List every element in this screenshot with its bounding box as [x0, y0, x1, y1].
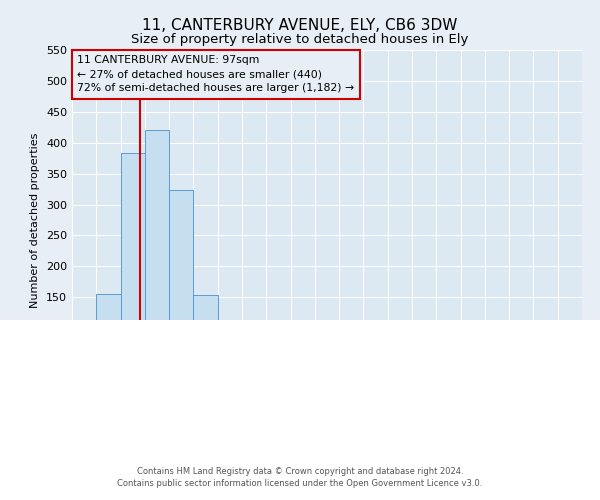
Y-axis label: Number of detached properties: Number of detached properties — [31, 132, 40, 308]
Bar — [509, 387, 533, 390]
Bar — [461, 387, 485, 390]
Text: Contains HM Land Registry data © Crown copyright and database right 2024.
Contai: Contains HM Land Registry data © Crown c… — [118, 466, 482, 487]
Text: 11, CANTERBURY AVENUE, ELY, CB6 3DW: 11, CANTERBURY AVENUE, ELY, CB6 3DW — [142, 18, 458, 32]
Bar — [339, 387, 364, 390]
Text: 11 CANTERBURY AVENUE: 97sqm
← 27% of detached houses are smaller (440)
72% of se: 11 CANTERBURY AVENUE: 97sqm ← 27% of det… — [77, 55, 354, 93]
Bar — [169, 190, 193, 390]
Bar — [558, 387, 582, 390]
Bar — [121, 153, 145, 390]
Bar — [364, 388, 388, 390]
Bar — [193, 296, 218, 390]
Bar — [290, 382, 315, 390]
Bar — [218, 328, 242, 390]
Text: Contains HM Land Registry data © Crown copyright and database right 2024.
Contai: Contains HM Land Registry data © Crown c… — [118, 466, 482, 487]
Bar — [145, 130, 169, 390]
Bar — [72, 380, 96, 390]
Bar — [266, 376, 290, 390]
Bar — [388, 389, 412, 390]
Bar — [96, 294, 121, 390]
Bar — [315, 385, 339, 390]
X-axis label: Distribution of detached houses by size in Ely: Distribution of detached houses by size … — [192, 436, 462, 450]
Text: Size of property relative to detached houses in Ely: Size of property relative to detached ho… — [131, 32, 469, 46]
Bar — [242, 356, 266, 390]
Bar — [412, 387, 436, 390]
